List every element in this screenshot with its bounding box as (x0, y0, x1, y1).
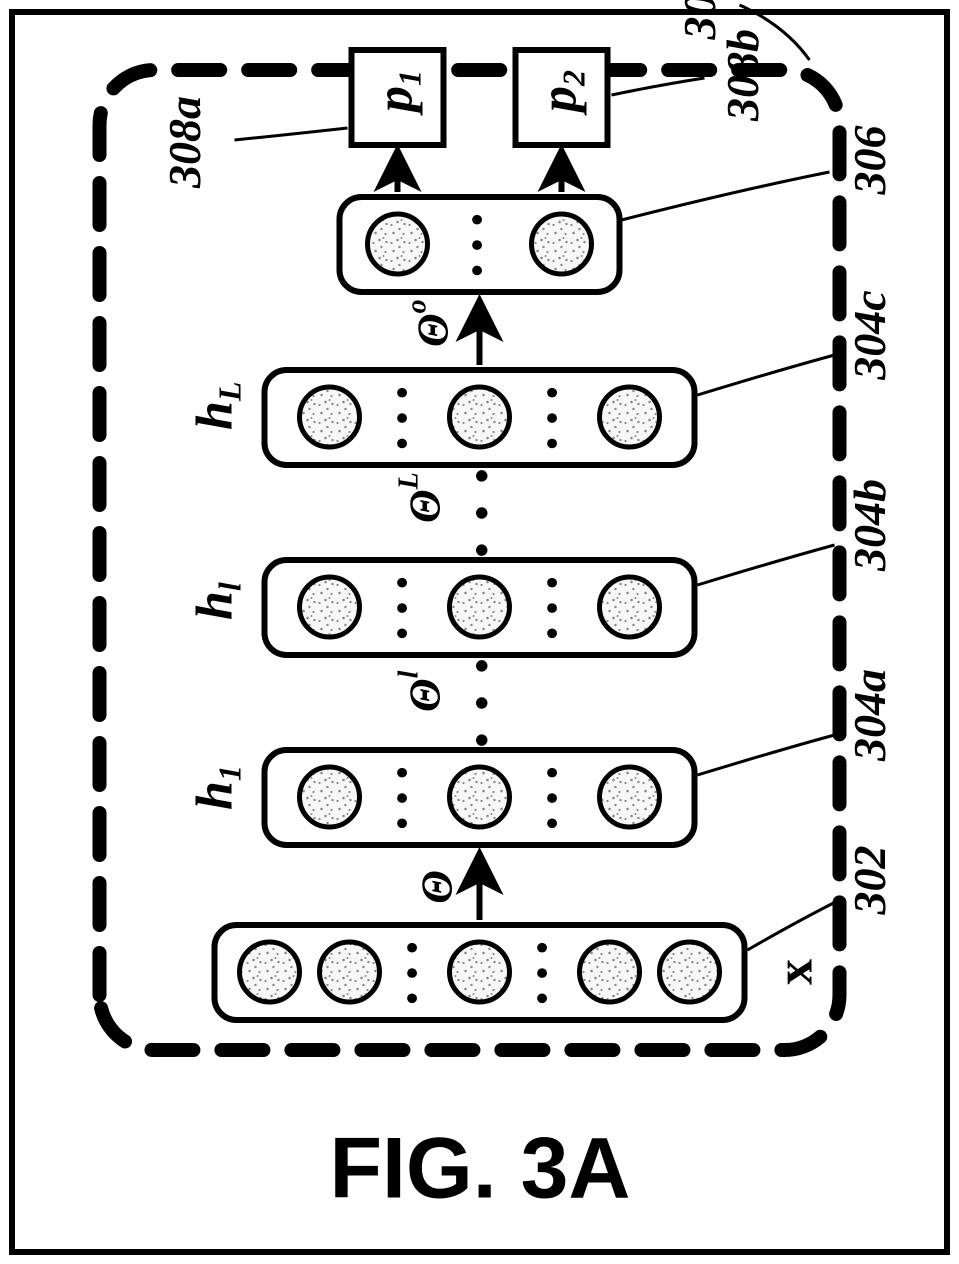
node (368, 214, 428, 274)
ref-304a: 304a (844, 669, 895, 762)
svg-text:• • •: • • • (458, 212, 496, 277)
node (600, 577, 660, 637)
node (450, 577, 510, 637)
ref-306: 306 (844, 126, 895, 196)
layer-out-hidden: • • • 306 (340, 126, 896, 293)
node (450, 942, 510, 1002)
ref-304c: 304c (844, 290, 895, 380)
svg-text:hL: hL (186, 382, 247, 430)
layer-hl: • • • • • • hl 304b (186, 479, 895, 655)
node (240, 942, 300, 1002)
node (300, 767, 360, 827)
transition-theta-L: • • • ΘL (394, 463, 504, 557)
layer-input: • • • • • • x 302 (215, 846, 896, 1021)
svg-text:h1: h1 (186, 765, 247, 810)
node (660, 942, 720, 1002)
ref-304b: 304b (844, 479, 895, 572)
node (580, 942, 640, 1002)
svg-text:Θo: Θo (402, 299, 458, 347)
svg-text:Θl: Θl (394, 670, 450, 712)
svg-text:• • •: • • • (460, 653, 504, 747)
svg-text:• • •: • • • (533, 385, 571, 450)
svg-text:• • •: • • • (533, 575, 571, 640)
layer-h1: • • • • • • h1 304a (186, 669, 895, 845)
arrow-theta-1: Θ (413, 855, 480, 920)
ref-308a: 308a (159, 96, 210, 189)
node (300, 387, 360, 447)
node (600, 767, 660, 827)
node (532, 214, 592, 274)
node (600, 387, 660, 447)
svg-text:ΘL: ΘL (394, 472, 450, 523)
svg-text:• • •: • • • (533, 765, 571, 830)
svg-text:• • •: • • • (393, 940, 431, 1005)
svg-text:• • •: • • • (383, 575, 421, 640)
node (450, 767, 510, 827)
svg-text:x: x (766, 959, 823, 985)
arrow-theta-o: Θo (402, 299, 480, 365)
layer-hL: • • • • • • hL 304c (186, 290, 895, 465)
svg-text:Θ: Θ (413, 870, 462, 904)
svg-text:• • •: • • • (523, 940, 561, 1005)
node (300, 577, 360, 637)
figure-3a: FIG. 3A 300 • • • • • • x 302 (0, 0, 959, 1264)
transition-theta-l: • • • Θl (394, 653, 504, 747)
svg-text:hl: hl (186, 582, 247, 620)
ref-308b: 308b (717, 29, 768, 122)
node (450, 387, 510, 447)
svg-text:• • •: • • • (460, 463, 504, 557)
output-p2: p2 308b (516, 29, 769, 145)
diagram-group: 300 • • • • • • x 302 Θ • (100, 0, 896, 1050)
svg-text:• • •: • • • (383, 765, 421, 830)
figure-caption: FIG. 3A (329, 1121, 630, 1217)
ref-302: 302 (844, 846, 895, 916)
svg-text:• • •: • • • (383, 385, 421, 450)
node (320, 942, 380, 1002)
